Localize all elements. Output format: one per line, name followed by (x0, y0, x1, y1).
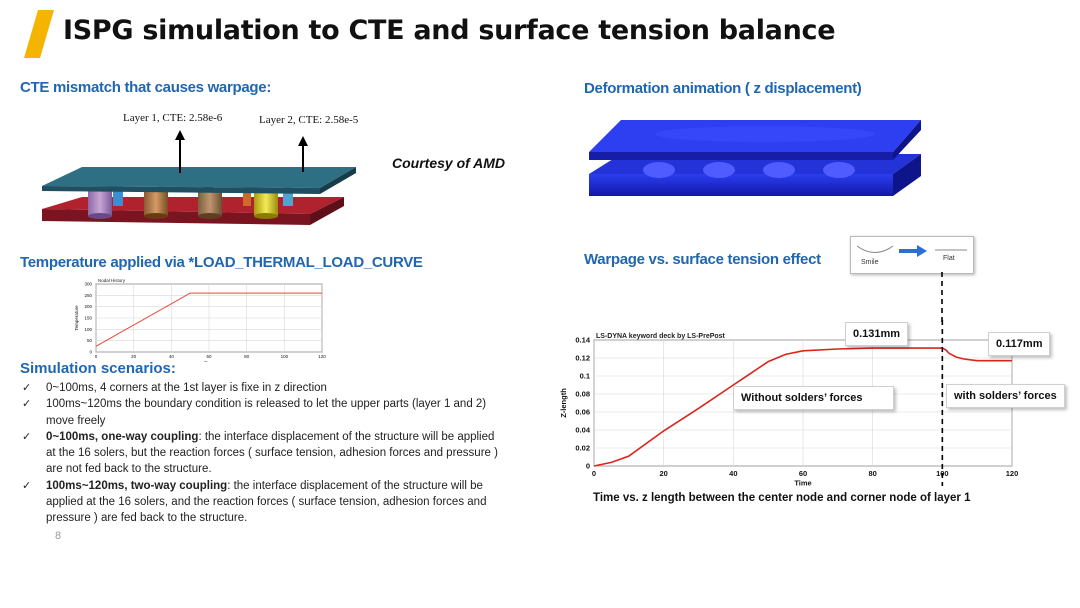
check-icon: ✓ (22, 429, 32, 443)
page-title: ISPG simulation to CTE and surface tensi… (63, 15, 836, 46)
y-tick-label: 0.04 (575, 426, 590, 435)
section-cte-heading: CTE mismatch that causes warpage: (20, 79, 272, 96)
x-tick-label: 40 (729, 469, 737, 478)
series-line (95, 292, 322, 347)
deformation-animation-frame (589, 120, 921, 196)
x-tick-label: 100 (281, 354, 289, 359)
x-tick-label: 0 (592, 469, 596, 478)
y-tick-label: 300 (84, 282, 92, 287)
series-line (593, 347, 1012, 467)
x-tick-label: 40 (169, 354, 175, 359)
y-tick-label: 100 (84, 327, 92, 332)
inset-flat-label: Flat (943, 255, 955, 262)
courtesy-note: Courtesy of AMD (392, 155, 506, 171)
marker-line-extension (941, 272, 943, 324)
check-icon: ✓ (22, 478, 32, 492)
scenarios-list: ✓ 0~100ms, 4 corners at the 1st layer is … (22, 380, 502, 527)
inset-smile-label: Smile (861, 259, 879, 266)
package-cte-illustration (42, 130, 356, 225)
x-axis-label: Time (204, 361, 214, 363)
y-tick-label: 0 (586, 462, 590, 471)
scenario-text: : the interface displacement of the stru… (46, 479, 487, 525)
y-tick-label: 0.14 (575, 336, 590, 345)
scenario-item: ✓ 100ms~120ms the boundary condition is r… (22, 396, 502, 429)
scenario-text: : the interface displacement of the stru… (46, 430, 498, 476)
page-number: 8 (55, 530, 62, 542)
scenario-bold: 0~100ms, one-way coupling (46, 430, 199, 443)
end-value-callout: 0.117mm (988, 332, 1051, 356)
temperature-chart: 0 20 40 60 80 100 120 0 50 100 150 200 250 300 Time Tem… (74, 278, 326, 363)
layer1-label: Layer 1, CTE: 2.58e-6 (123, 112, 223, 124)
check-icon: ✓ (22, 381, 32, 394)
y-tick-label: 200 (84, 304, 92, 309)
without-solders-callout: Without solders’ forces (733, 386, 894, 410)
x-axis-label: Time (794, 479, 811, 488)
scenario-item: ✓ 0~100ms, one-way coupling: the interfac… (22, 429, 502, 478)
y-tick-label: 0.06 (575, 408, 590, 417)
smile-to-flat-inset: Smile Flat (850, 236, 974, 274)
inset-illustration (856, 245, 967, 257)
x-tick-label: 20 (131, 354, 137, 359)
y-tick-label: 0.1 (580, 372, 590, 381)
x-tick-label: 20 (659, 469, 667, 478)
warpage-chart-caption: Time vs. z length between the center nod… (593, 492, 971, 504)
y-axis-label: Z-length (559, 388, 568, 418)
scenario-text: 0~100ms, 4 corners at the 1st layer is f… (46, 382, 327, 394)
y-tick-label: 0 (89, 350, 92, 355)
y-axis-label: Temperature (74, 305, 79, 331)
scenario-item: ✓ 0~100ms, 4 corners at the 1st layer is … (22, 380, 502, 396)
x-tick-label: 80 (244, 354, 250, 359)
y-tick-label: 50 (87, 338, 93, 343)
chart-title: Nodal History (98, 278, 126, 283)
x-tick-label: 0 (95, 354, 98, 359)
scenario-text: 100ms~120ms the boundary condition is re… (46, 398, 487, 427)
title-accent-slash (24, 10, 54, 58)
y-tick-label: 250 (84, 293, 92, 298)
section-temperature-heading: Temperature applied via *LOAD_THERMAL_LO… (20, 254, 423, 271)
y-tick-label: 0.12 (575, 354, 590, 363)
x-tick-label: 60 (206, 354, 212, 359)
y-tick-label: 150 (84, 316, 92, 321)
x-tick-label: 60 (799, 469, 807, 478)
check-icon: ✓ (22, 397, 32, 411)
x-tick-label: 120 (318, 354, 326, 359)
scenario-bold: 100ms~120ms, two-way coupling (46, 479, 228, 492)
peak-value-callout: 0.131mm (845, 322, 909, 346)
x-tick-label: 120 (1006, 469, 1019, 478)
y-tick-label: 0.02 (575, 444, 590, 453)
x-tick-label: 80 (868, 469, 876, 478)
scenarios-heading: Simulation scenarios: (20, 360, 176, 377)
chart-header: LS-DYNA keyword deck by LS-PrePost (596, 333, 726, 340)
scenario-item: ✓ 100ms~120ms, two-way coupling: the inte… (22, 478, 502, 527)
layer2-label: Layer 2, CTE: 2.58e-5 (259, 114, 359, 126)
with-solders-callout: with solders’ forces (946, 384, 1065, 408)
section-warpage-heading: Warpage vs. surface tension effect (584, 251, 821, 268)
section-deformation-heading: Deformation animation ( z displacement) (584, 80, 862, 97)
y-tick-label: 0.08 (575, 390, 590, 399)
